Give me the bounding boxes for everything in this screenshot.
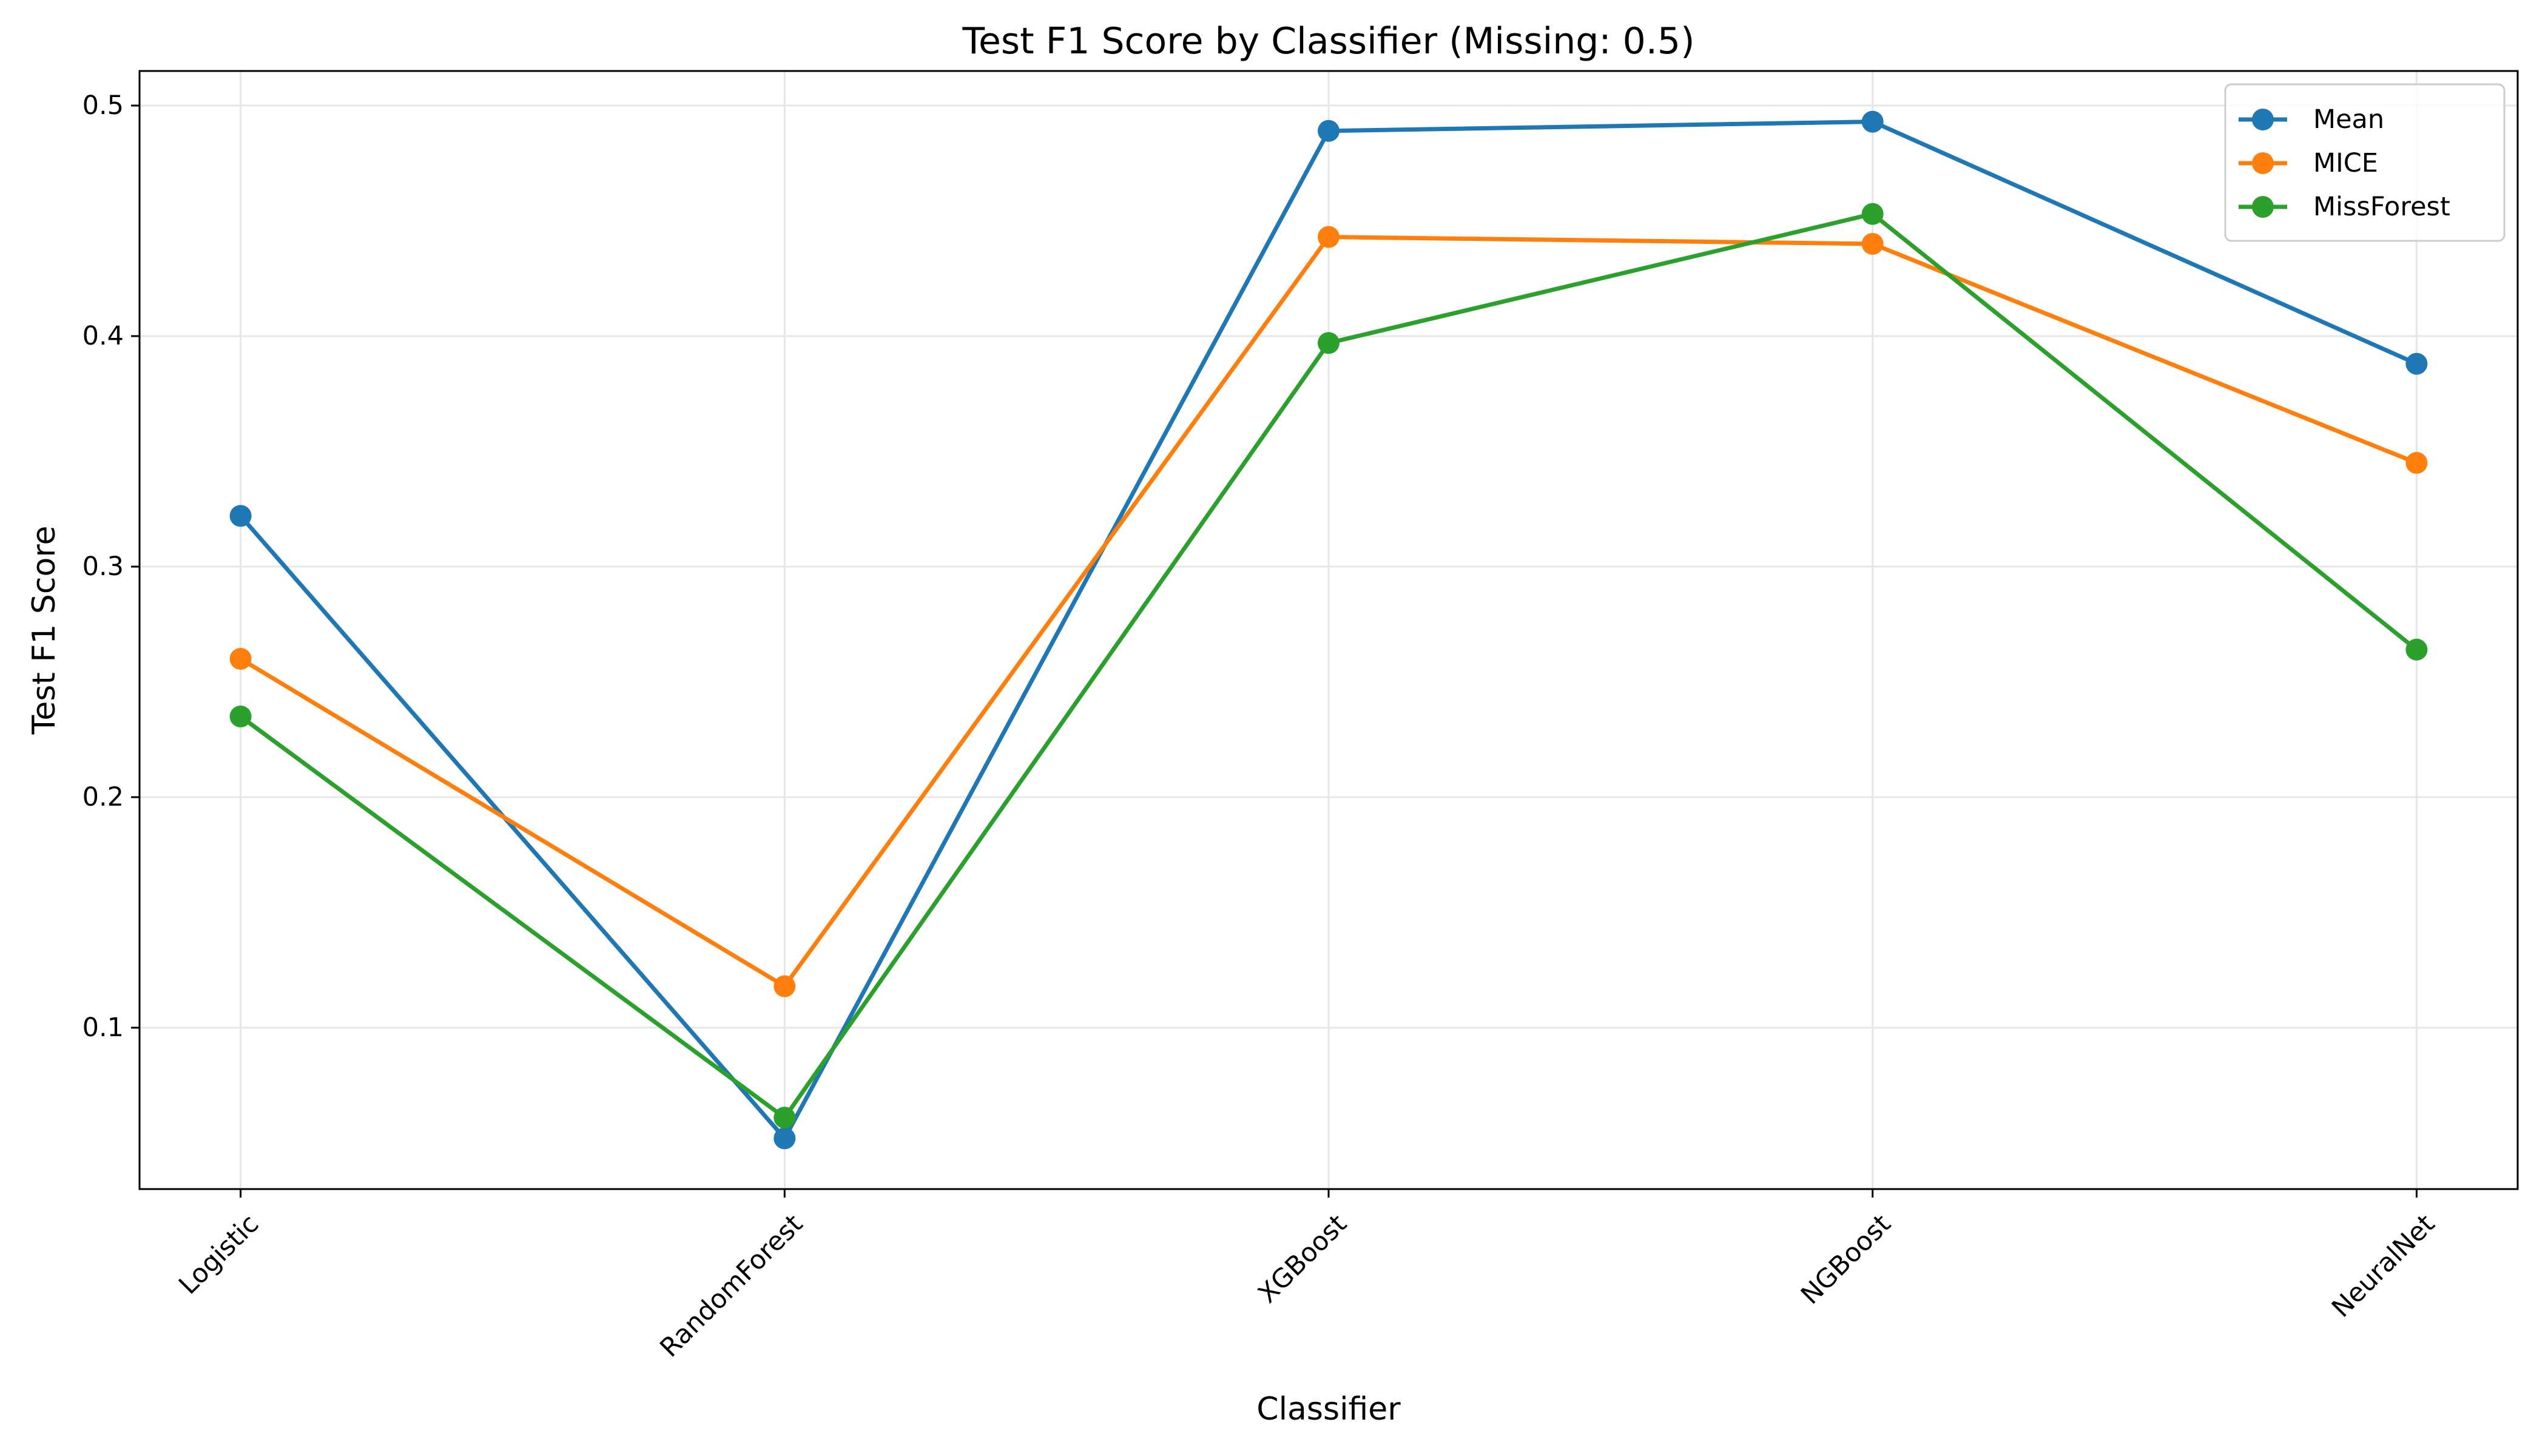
- data-point: [1318, 120, 1340, 142]
- y-axis-label: Test F1 Score: [26, 525, 62, 735]
- legend-swatch-marker: [2252, 152, 2274, 174]
- y-tick-label: 0.2: [83, 782, 124, 812]
- legend-label: Mean: [2313, 104, 2384, 135]
- chart-title: Test F1 Score by Classifier (Missing: 0.…: [962, 20, 1694, 62]
- data-point: [1318, 226, 1340, 248]
- data-point: [229, 648, 252, 670]
- data-point: [1318, 332, 1340, 354]
- legend-swatch-marker: [2252, 109, 2274, 130]
- series-mean: [229, 110, 2428, 1150]
- data-point: [1861, 203, 1884, 225]
- data-point: [2405, 452, 2428, 474]
- y-tick-label: 0.1: [83, 1013, 124, 1043]
- legend-item: MICE: [2239, 148, 2378, 178]
- series-lines: [229, 110, 2428, 1150]
- series-mice: [229, 226, 2428, 997]
- data-point: [2405, 638, 2428, 661]
- data-point: [774, 1127, 796, 1150]
- y-tick-label: 0.4: [83, 321, 124, 351]
- data-point: [774, 1107, 796, 1129]
- x-axis-label: Classifier: [1256, 1391, 1401, 1427]
- data-point: [2405, 352, 2428, 375]
- legend-swatch-marker: [2252, 196, 2274, 218]
- data-point: [774, 975, 796, 997]
- legend-label: MissForest: [2313, 192, 2450, 222]
- legend-frame: [2224, 83, 2506, 242]
- legend-item: Mean: [2239, 104, 2384, 135]
- data-point: [229, 706, 252, 727]
- data-point: [1861, 233, 1884, 255]
- y-tick-label: 0.5: [83, 90, 124, 121]
- legend: Mean MICE MissForest: [2224, 83, 2506, 242]
- legend-label: MICE: [2313, 148, 2378, 178]
- legend-item: MissForest: [2239, 192, 2450, 222]
- y-tick-label: 0.3: [83, 551, 124, 582]
- series-missforest: [229, 203, 2428, 1129]
- data-point: [229, 505, 252, 527]
- data-point: [1861, 110, 1884, 133]
